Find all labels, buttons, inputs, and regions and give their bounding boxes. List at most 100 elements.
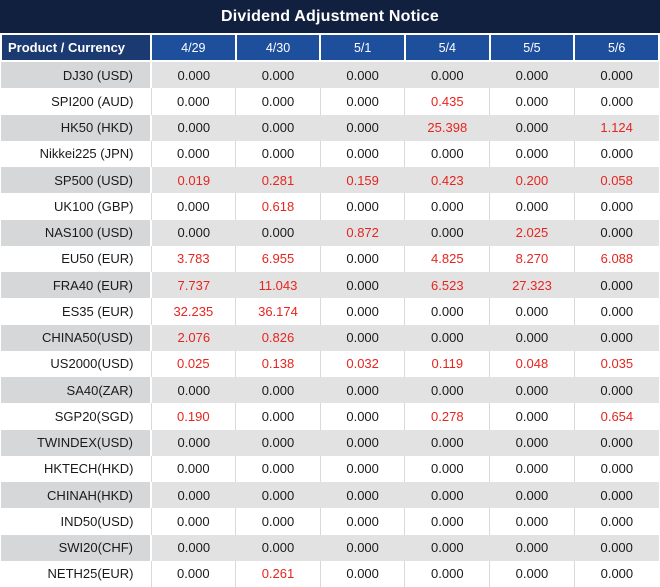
value-cell: 0.000 <box>151 377 236 404</box>
value-cell: 0.278 <box>404 403 490 430</box>
value-cell: 0.000 <box>320 272 405 299</box>
page-title: Dividend Adjustment Notice <box>0 0 660 33</box>
value-cell: 0.000 <box>319 88 405 115</box>
value-cell: 0.281 <box>235 167 321 194</box>
table-row: SPI200 (AUD) 0.000 0.000 0.000 0.435 0.000 0.0… <box>1 88 659 115</box>
value-cell: 0.000 <box>404 534 490 561</box>
value-cell: 0.000 <box>489 534 575 561</box>
value-cell: 8.270 <box>489 245 575 272</box>
value-cell: 0.826 <box>235 324 321 351</box>
table-row: US2000(USD) 0.025 0.138 0.032 0.119 0.048 0.03… <box>1 350 659 377</box>
value-cell: 0.000 <box>235 482 321 509</box>
value-cell: 0.000 <box>574 61 659 89</box>
value-cell: 0.000 <box>319 560 405 587</box>
value-cell: 0.000 <box>574 324 659 351</box>
value-cell: 0.032 <box>319 350 405 377</box>
table-row: SP500 (USD) 0.019 0.281 0.159 0.423 0.200 0.05… <box>1 167 659 194</box>
value-cell: 0.000 <box>489 114 575 141</box>
date-column-header: 5/4 <box>403 33 491 62</box>
date-column-header: 5/6 <box>573 33 660 62</box>
value-cell: 0.048 <box>489 350 575 377</box>
product-cell: HKTECH(HKD) <box>1 455 152 482</box>
product-cell: US2000(USD) <box>1 350 152 377</box>
value-cell: 0.618 <box>235 193 321 220</box>
value-cell: 0.000 <box>489 193 575 220</box>
value-cell: 0.000 <box>235 508 321 535</box>
value-cell: 0.190 <box>150 403 236 430</box>
value-cell: 3.783 <box>150 245 236 272</box>
value-cell: 0.000 <box>150 455 236 482</box>
value-cell: 0.000 <box>574 429 659 456</box>
value-cell: 0.000 <box>404 455 490 482</box>
value-cell: 0.000 <box>235 429 321 456</box>
value-cell: 0.000 <box>404 61 490 89</box>
value-cell: 0.000 <box>404 140 490 167</box>
product-cell: SP500 (USD) <box>1 167 152 194</box>
value-cell: 0.200 <box>489 167 575 194</box>
table-row: DJ30 (USD) 0.000 0.000 0.000 0.000 0.000 0.000 <box>1 61 659 89</box>
product-cell: IND50(USD) <box>1 508 152 535</box>
dividend-table: Product / Currency 4/29 4/30 5/1 5/4 5/5 5/6 D… <box>0 33 660 587</box>
table-row: CHINA50(USD) 2.076 0.826 0.000 0.000 0.000 0.0… <box>1 324 659 351</box>
value-cell: 0.000 <box>235 140 321 167</box>
product-cell: SGP20(SGD) <box>1 403 152 430</box>
value-cell: 0.000 <box>573 88 659 115</box>
value-cell: 0.000 <box>489 324 575 351</box>
value-cell: 0.000 <box>151 114 236 141</box>
value-cell: 0.000 <box>319 193 405 220</box>
value-cell: 0.000 <box>151 534 236 561</box>
value-cell: 0.000 <box>150 88 236 115</box>
value-cell: 0.000 <box>573 298 659 325</box>
product-cell: SPI200 (AUD) <box>1 88 152 115</box>
value-cell: 0.000 <box>320 114 405 141</box>
value-cell: 0.000 <box>151 219 236 246</box>
value-cell: 0.000 <box>320 429 405 456</box>
table-row: NETH25(EUR) 0.000 0.261 0.000 0.000 0.000 0.00… <box>1 560 659 587</box>
value-cell: 0.000 <box>489 377 575 404</box>
value-cell: 0.000 <box>404 377 490 404</box>
value-cell: 0.000 <box>235 114 321 141</box>
product-cell: HK50 (HKD) <box>1 114 152 141</box>
table-header: Product / Currency 4/29 4/30 5/1 5/4 5/5 5/6 <box>0 33 660 62</box>
value-cell: 7.737 <box>151 272 236 299</box>
value-cell: 0.000 <box>489 298 575 325</box>
value-cell: 0.000 <box>235 403 321 430</box>
product-cell: Nikkei225 (JPN) <box>1 140 152 167</box>
value-cell: 0.000 <box>319 508 405 535</box>
value-cell: 0.261 <box>235 560 321 587</box>
table-row: SGP20(SGD) 0.190 0.000 0.000 0.278 0.000 0.654 <box>1 403 659 430</box>
value-cell: 0.000 <box>150 140 236 167</box>
product-cell: UK100 (GBP) <box>1 193 152 220</box>
product-cell: SA40(ZAR) <box>1 377 152 404</box>
product-cell: FRA40 (EUR) <box>1 272 152 299</box>
table-row: SA40(ZAR) 0.000 0.000 0.000 0.000 0.000 0.000 <box>1 377 659 404</box>
value-cell: 6.955 <box>235 245 321 272</box>
value-cell: 0.035 <box>573 350 659 377</box>
value-cell: 0.435 <box>404 88 490 115</box>
value-cell: 0.000 <box>489 403 575 430</box>
product-cell: TWINDEX(USD) <box>1 429 152 456</box>
value-cell: 0.000 <box>404 324 490 351</box>
value-cell: 0.000 <box>320 377 405 404</box>
value-cell: 0.000 <box>574 272 659 299</box>
value-cell: 0.000 <box>404 298 490 325</box>
value-cell: 0.000 <box>150 508 236 535</box>
value-cell: 0.000 <box>235 88 321 115</box>
value-cell: 0.138 <box>235 350 321 377</box>
table-row: IND50(USD) 0.000 0.000 0.000 0.000 0.000 0.000 <box>1 508 659 535</box>
value-cell: 0.000 <box>573 560 659 587</box>
table-body: DJ30 (USD) 0.000 0.000 0.000 0.000 0.000 0.000… <box>1 61 659 587</box>
value-cell: 0.000 <box>235 534 321 561</box>
table-row: NAS100 (USD) 0.000 0.000 0.872 0.000 2.025 0.0… <box>1 219 659 246</box>
value-cell: 0.019 <box>151 167 236 194</box>
value-cell: 0.000 <box>235 219 321 246</box>
value-cell: 0.000 <box>150 560 236 587</box>
table-row: UK100 (GBP) 0.000 0.618 0.000 0.000 0.000 0.00… <box>1 193 659 220</box>
value-cell: 0.000 <box>489 455 575 482</box>
value-cell: 0.000 <box>489 508 575 535</box>
value-cell: 2.076 <box>151 324 236 351</box>
value-cell: 0.000 <box>404 219 490 246</box>
value-cell: 0.058 <box>574 167 659 194</box>
value-cell: 0.000 <box>319 245 405 272</box>
table-row: SWI20(CHF) 0.000 0.000 0.000 0.000 0.000 0.000 <box>1 534 659 561</box>
